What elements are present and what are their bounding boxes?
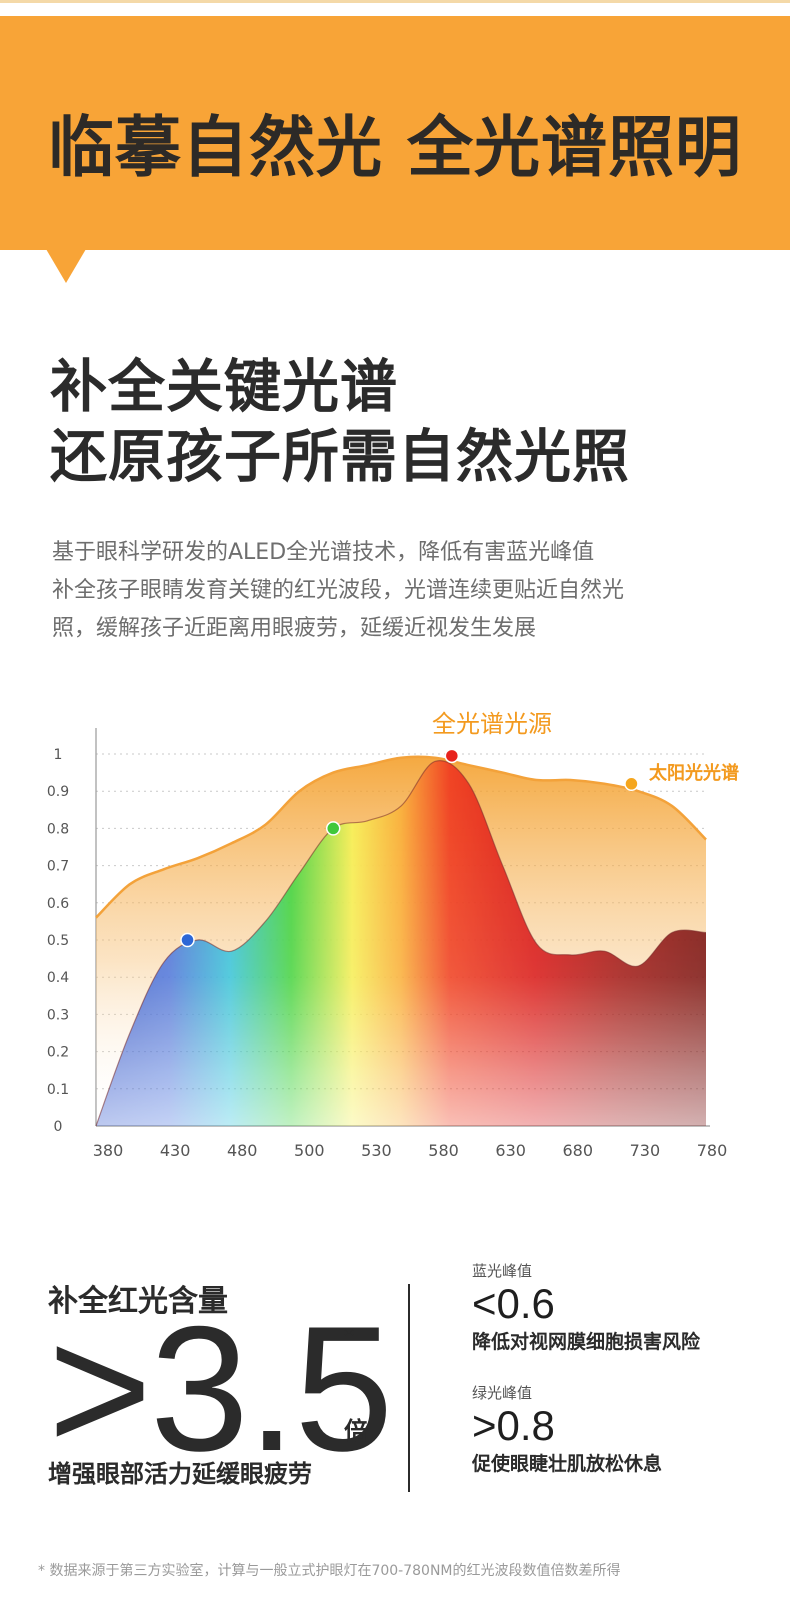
y-tick-label: 0.2 [47,1045,69,1061]
metric-description: 促使眼睫壮肌放松休息 [472,1453,663,1475]
top-rule [0,0,790,3]
red-light-stat: 补全红光含量 >3.5 * 倍 增强眼部活力延缓眼疲劳 [48,1276,408,1506]
footnote: * 数据来源于第三方实验室，计算与一般立式护眼灯在700-780NM的红光波段数… [38,1563,621,1579]
x-tick-label: 500 [294,1141,325,1160]
stat-value: >3.5 [48,1289,393,1488]
metric-value: <0.6 [472,1280,555,1327]
y-tick-label: 0.7 [47,859,69,875]
y-tick-label: 0 [54,1119,63,1135]
metric-green-peak: 绿光峰值 >0.8 促使眼睫壮肌放松休息 [472,1382,772,1476]
x-tick-label: 480 [227,1141,258,1160]
metric-title: 绿光峰值 [472,1384,533,1402]
x-tick-label: 730 [630,1141,661,1160]
banner-title: 临摹自然光 全光谱照明 [48,109,742,186]
peak-marker [444,748,460,764]
x-tick-label: 680 [563,1141,594,1160]
y-tick-label: 0.6 [47,896,69,912]
spectrum-chart: 0 0.1 0.2 0.3 0.4 0.5 0.6 0.7 0.8 0.9 1 380 430 480 50… [0,690,790,1210]
description-line-2: 补全孩子眼睛发育关键的红光波段，光谱连续更贴近自然光 [52,578,625,603]
series-label-full-spectrum: 全光谱光源 [432,710,552,738]
metric-blue-peak: 蓝光峰值 <0.6 降低对视网膜细胞损害风险 [472,1260,772,1354]
metric-value: >0.8 [472,1402,555,1449]
x-tick-label: 430 [160,1141,191,1160]
sun-spectrum-line [95,755,707,919]
description-line-3: 照，缓解孩子近距离用眼疲劳，延缓近视发生发展 [52,616,537,641]
y-tick-label: 1 [54,747,63,763]
chart-labels: 0 0.1 0.2 0.3 0.4 0.5 0.6 0.7 0.8 0.9 1 380 430 480 50… [47,710,739,1160]
headline-line-2: 还原孩子所需自然光照 [50,424,630,490]
headline-line-1: 补全关键光谱 [50,354,398,420]
chart-series [95,755,707,1127]
description: 基于眼科学研发的ALED全光谱技术，降低有害蓝光峰值 补全孩子眼睛发育关键的红光… [52,534,752,648]
x-tick-label: 580 [428,1141,459,1160]
y-tick-label: 0.1 [47,1082,69,1098]
headline: 补全关键光谱 还原孩子所需自然光照 [50,352,630,492]
x-tick-label: 380 [93,1141,124,1160]
title-banner: 临摹自然光 全光谱照明 [0,16,790,250]
banner-pointer [46,249,86,283]
stat-footnote-star: * [344,1324,354,1348]
spectrum-chart-svg: 0 0.1 0.2 0.3 0.4 0.5 0.6 0.7 0.8 0.9 1 380 430 480 50… [47,710,739,1160]
y-tick-label: 0.3 [47,1007,69,1023]
peak-marker [325,821,341,836]
description-line-1: 基于眼科学研发的ALED全光谱技术，降低有害蓝光峰值 [52,540,595,565]
peak-marker [624,776,639,792]
metric-title: 蓝光峰值 [472,1262,533,1280]
y-tick-label: 0.8 [47,821,69,837]
stat-unit: 倍 [344,1417,368,1445]
series-label-sun-spectrum: 太阳光光谱 [649,762,739,784]
y-tick-label: 0.5 [47,933,69,949]
stat-label: 补全红光含量 [48,1284,228,1319]
x-tick-label: 780 [697,1141,728,1160]
full-spectrum-area [96,760,706,1126]
y-tick-label: 0.9 [47,784,69,800]
peak-marker [180,932,195,948]
stats-divider [408,1284,410,1492]
metric-description: 降低对视网膜细胞损害风险 [472,1331,701,1353]
stat-caption: 增强眼部活力延缓眼疲劳 [48,1460,312,1488]
x-tick-label: 530 [361,1141,392,1160]
y-tick-label: 0.4 [47,970,69,986]
chart-markers [180,748,639,948]
x-tick-label: 630 [495,1141,526,1160]
